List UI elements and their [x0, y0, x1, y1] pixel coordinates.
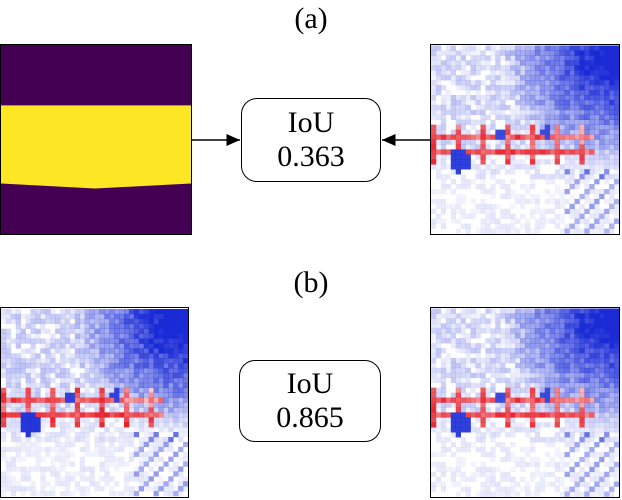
iou-box-a: IoU 0.363	[241, 98, 381, 182]
iou-value-a: 0.363	[277, 140, 345, 173]
segmentation-mask-panel	[0, 44, 192, 235]
iou-value-b: 0.865	[276, 401, 344, 434]
saliency-map-panel-b-left	[0, 307, 189, 498]
saliency-map-panel-a	[430, 44, 620, 235]
iou-box-b: IoU 0.865	[239, 360, 381, 442]
iou-label-a: IoU	[287, 105, 335, 139]
iou-label-b: IoU	[286, 366, 334, 400]
saliency-heatmap-b-right	[431, 308, 619, 497]
saliency-map-panel-b-right	[430, 307, 620, 498]
saliency-heatmap-a	[431, 45, 619, 234]
row-b-label: (b)	[293, 266, 329, 299]
segmentation-mask	[1, 45, 191, 234]
saliency-heatmap-b-left	[1, 309, 188, 497]
row-a-label: (a)	[294, 2, 328, 35]
